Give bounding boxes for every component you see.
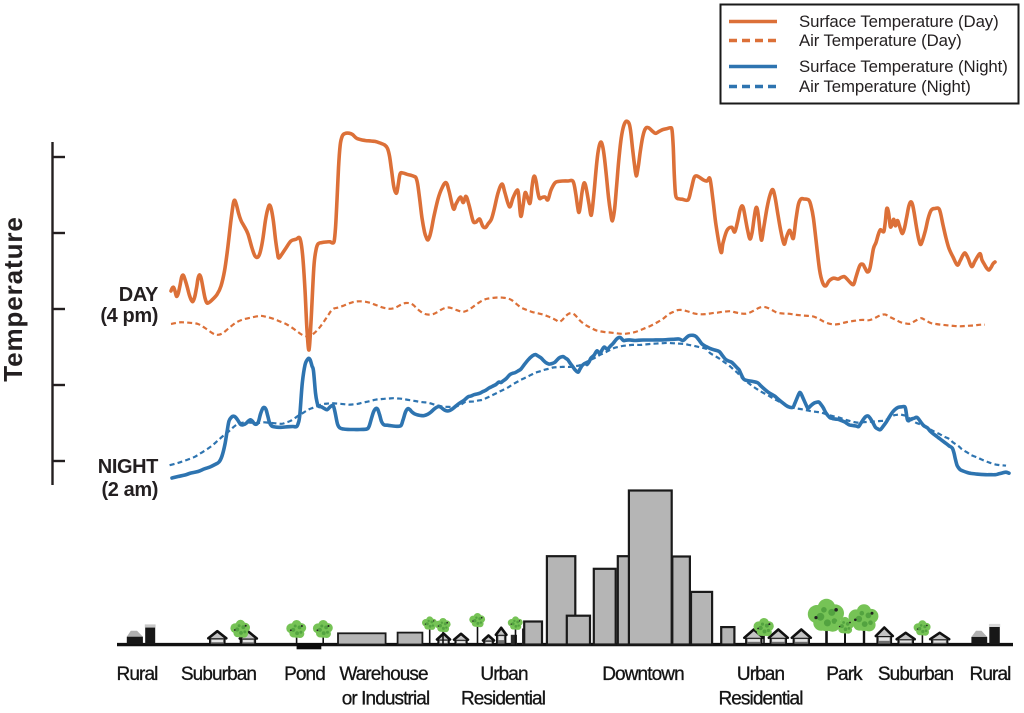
svg-text:Air Temperature (Night): Air Temperature (Night)	[799, 77, 971, 96]
svg-text:Air Temperature (Day): Air Temperature (Day)	[799, 31, 962, 50]
svg-text:Downtown: Downtown	[602, 664, 684, 685]
svg-text:Rural: Rural	[970, 664, 1011, 685]
svg-text:Rural: Rural	[117, 664, 158, 685]
svg-text:Temperature: Temperature	[0, 216, 28, 381]
svg-text:Warehouse: Warehouse	[339, 664, 428, 685]
svg-text:Residential: Residential	[461, 689, 545, 710]
svg-text:(2 am): (2 am)	[101, 479, 158, 501]
svg-text:Park: Park	[826, 664, 863, 685]
svg-text:Urban: Urban	[480, 664, 528, 685]
svg-text:Residential: Residential	[718, 689, 802, 710]
svg-text:Suburban: Suburban	[878, 664, 954, 685]
svg-text:Surface Temperature (Night): Surface Temperature (Night)	[799, 57, 1008, 76]
svg-text:or Industrial: or Industrial	[342, 689, 430, 710]
svg-text:(4 pm): (4 pm)	[100, 305, 158, 327]
svg-text:Pond: Pond	[284, 664, 325, 685]
svg-text:Urban: Urban	[737, 664, 785, 685]
svg-text:Suburban: Suburban	[181, 664, 257, 685]
svg-text:Surface Temperature (Day): Surface Temperature (Day)	[799, 12, 999, 31]
svg-text:NIGHT: NIGHT	[98, 456, 158, 478]
svg-text:DAY: DAY	[119, 284, 159, 306]
